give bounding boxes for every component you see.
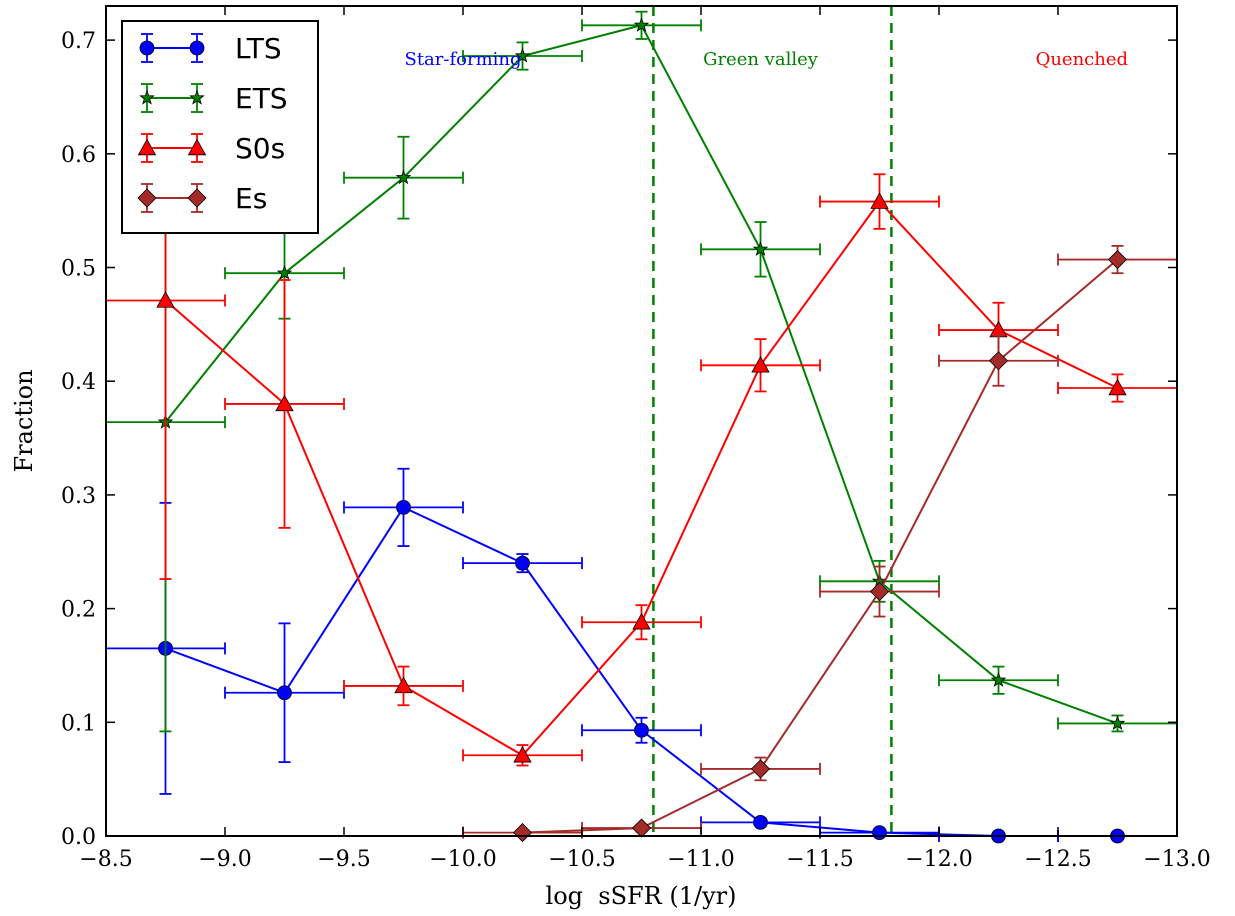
annotation-2: Quenched	[1036, 49, 1128, 70]
point-es-4	[988, 351, 1009, 371]
annotation-0: Star-forming	[404, 49, 521, 70]
point-es-1	[631, 818, 652, 838]
legend-marker-s0s-1	[187, 138, 207, 156]
point-s0s-8	[1108, 378, 1127, 396]
series-es	[462, 245, 1177, 843]
y-tick-label-6: 0.6	[61, 143, 96, 168]
legend-label-es: Es	[235, 182, 267, 215]
line-lts	[165, 506, 1118, 837]
x-tick-label-3: −10.0	[429, 847, 496, 872]
point-lts-4	[634, 722, 649, 738]
point-ets-3	[514, 47, 531, 63]
legend-label-lts: LTS	[235, 32, 282, 65]
legend-marker-ets-0	[139, 89, 155, 105]
vertical-divider-lines	[652, 6, 893, 836]
legend-marker-lts-0	[139, 40, 155, 56]
point-es-0	[512, 823, 533, 843]
point-es-3	[869, 581, 890, 602]
point-s0s-2	[394, 676, 413, 694]
point-lts-5	[753, 814, 768, 830]
x-tick-label-7: −12.0	[905, 847, 972, 872]
point-s0s-5	[751, 355, 770, 373]
point-lts-1	[277, 685, 292, 701]
legend-marker-lts-1	[189, 40, 205, 56]
data-series	[106, 10, 1177, 844]
line-es	[522, 258, 1119, 834]
legend-marker-ets-1	[189, 89, 205, 105]
y-tick-label-4: 0.4	[61, 370, 96, 395]
legend-marker-es-1	[187, 188, 207, 208]
x-tick-label-0: −8.5	[79, 847, 132, 872]
series-lts	[106, 467, 1177, 844]
point-es-2	[750, 759, 771, 779]
point-lts-6	[872, 825, 887, 840]
y-tick-label-0: 0.0	[61, 825, 96, 850]
point-s0s-0	[156, 291, 175, 308]
x-tick-label-9: −13.0	[1143, 847, 1210, 872]
legend-marker-s0s-0	[137, 138, 157, 156]
y-tick-label-2: 0.2	[61, 598, 96, 623]
point-lts-3	[515, 555, 530, 571]
x-axis-label: log sSFR (1/yr)	[546, 882, 737, 910]
point-ets-8	[1109, 715, 1126, 731]
x-tick-label-6: −11.5	[786, 847, 853, 872]
legend-label-ets: ETS	[235, 82, 288, 115]
point-ets-7	[990, 672, 1007, 687]
legend: LTS ETS S0s Es	[121, 20, 319, 234]
point-ets-2	[395, 169, 412, 185]
legend-marker-es-0	[137, 188, 157, 208]
plot-frame	[105, 5, 1178, 837]
point-ets-4	[633, 17, 650, 32]
x-tick-label-5: −11.0	[667, 847, 734, 872]
point-es-5	[1107, 249, 1128, 270]
x-tick-label-2: −9.5	[317, 847, 370, 872]
legend-label-s0s: S0s	[235, 132, 285, 165]
x-tick-label-8: −12.5	[1024, 847, 1091, 872]
point-ets-5	[752, 241, 769, 256]
y-tick-label-1: 0.1	[61, 711, 96, 736]
line-s0s	[164, 200, 1118, 757]
point-s0s-4	[632, 612, 651, 630]
y-tick-label-3: 0.3	[61, 484, 96, 509]
point-s0s-1	[275, 394, 294, 412]
region-annotations: Star-forming Green valley Quenched	[404, 49, 1128, 70]
axis-ticks: −8.5 −9.0 −9.5 −10.0 −10.5 −11.0 −11.5 −12.0 −12…	[61, 6, 1211, 872]
y-tick-label-7: 0.7	[61, 29, 96, 54]
y-tick-label-5: 0.5	[61, 257, 96, 282]
point-lts-2	[396, 500, 411, 515]
x-tick-label-4: −10.5	[548, 847, 615, 872]
point-ets-1	[276, 265, 293, 280]
point-s0s-3	[513, 745, 532, 763]
annotation-1: Green valley	[703, 49, 819, 70]
y-axis-label: Fraction	[10, 369, 38, 472]
x-tick-label-1: −9.0	[198, 847, 251, 872]
point-s0s-6	[870, 192, 889, 209]
